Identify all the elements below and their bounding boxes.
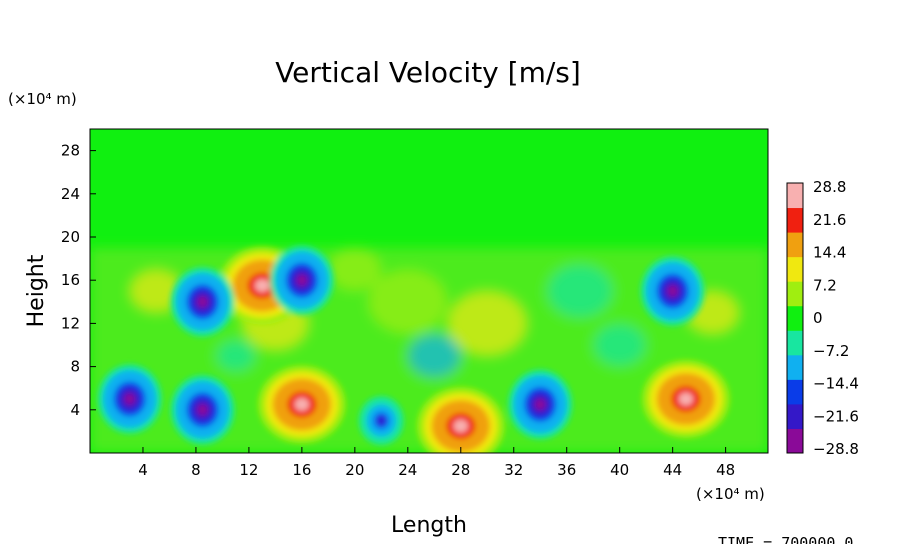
downdraft-cell-5 bbox=[170, 375, 235, 445]
colorbar-label: −7.2 bbox=[813, 342, 849, 360]
updraft-cell-1 bbox=[417, 387, 505, 453]
chart-title: Vertical Velocity [m/s] bbox=[275, 56, 581, 89]
y-tick-label: 16 bbox=[61, 271, 80, 289]
x-tick-label: 24 bbox=[398, 461, 417, 479]
x-tick-label: 4 bbox=[138, 461, 148, 479]
downdraft-cell-8 bbox=[170, 267, 235, 337]
colorbar-swatch bbox=[787, 281, 803, 307]
x-axis-ticks: 4 8 12 16 20 24 28 32 36 40 44 48 bbox=[138, 447, 735, 479]
colorbar-label: −21.6 bbox=[813, 407, 859, 425]
blot-8 bbox=[215, 339, 256, 372]
x-tick-label: 48 bbox=[716, 461, 735, 479]
colorbar-label: 7.2 bbox=[813, 276, 837, 294]
downdraft-cell-10 bbox=[640, 256, 705, 326]
blot-3 bbox=[447, 291, 527, 356]
colorbar-label: 0 bbox=[813, 309, 823, 327]
plot-frame bbox=[89, 128, 769, 454]
downdraft-cell-9 bbox=[270, 245, 334, 315]
y-tick-label: 24 bbox=[61, 185, 80, 203]
x-tick-label: 36 bbox=[557, 461, 576, 479]
downdraft-cell-6 bbox=[508, 369, 573, 439]
blot-4 bbox=[546, 264, 614, 318]
colorbar-swatch bbox=[787, 305, 803, 331]
blot-0 bbox=[129, 269, 183, 313]
y-tick-label: 12 bbox=[61, 314, 80, 332]
x-tick-label: 8 bbox=[191, 461, 201, 479]
colorbar-label: 28.8 bbox=[813, 178, 846, 196]
colorbar-swatch bbox=[787, 256, 803, 282]
x-tick-label: 28 bbox=[451, 461, 470, 479]
colorbar-swatch bbox=[787, 232, 803, 258]
updraft-cell-0 bbox=[258, 365, 346, 444]
time-label: TIME = 700000.0 bbox=[718, 534, 853, 544]
colorbar-swatch bbox=[787, 379, 803, 405]
blot-7 bbox=[593, 323, 647, 367]
downdraft-cell-4 bbox=[97, 364, 162, 434]
updraft-cell-2 bbox=[642, 360, 730, 438]
colorbar-label: −14.4 bbox=[813, 375, 859, 393]
downdraft-cell-7 bbox=[359, 396, 404, 445]
blot-9 bbox=[407, 334, 461, 378]
x-tick-label: 12 bbox=[239, 461, 258, 479]
x-tick-label: 20 bbox=[345, 461, 364, 479]
x-tick-label: 44 bbox=[663, 461, 682, 479]
heatmap-field bbox=[90, 129, 768, 453]
colorbar-swatch bbox=[787, 207, 803, 233]
x-unit-label: (×10⁴ m) bbox=[696, 485, 765, 503]
colorbar-swatch bbox=[787, 428, 803, 454]
x-tick-label: 16 bbox=[292, 461, 311, 479]
y-tick-label: 28 bbox=[61, 142, 80, 160]
colorbar-label: −28.8 bbox=[813, 440, 859, 458]
y-unit-label: (×10⁴ m) bbox=[8, 90, 77, 108]
blot-2 bbox=[368, 269, 448, 335]
colorbar-label: 14.4 bbox=[813, 244, 846, 262]
x-tick-label: 32 bbox=[504, 461, 523, 479]
colorbar-label: 21.6 bbox=[813, 211, 846, 229]
colorbar-swatch bbox=[787, 403, 803, 429]
y-tick-label: 8 bbox=[70, 358, 80, 376]
y-axis-ticks: 4 8 12 16 20 24 28 bbox=[61, 142, 96, 419]
colorbar: 28.8 21.6 14.4 7.2 0 −7.2 −14.4 −21.6 −28.8 bbox=[786, 178, 859, 458]
x-tick-label: 40 bbox=[610, 461, 629, 479]
y-tick-label: 20 bbox=[61, 228, 80, 246]
colorbar-swatch bbox=[787, 330, 803, 356]
colorbar-frame bbox=[786, 182, 804, 454]
colorbar-swatch bbox=[787, 183, 803, 209]
blot-6 bbox=[328, 247, 382, 291]
y-axis-label: Height bbox=[24, 254, 49, 327]
colorbar-swatch bbox=[787, 354, 803, 380]
y-tick-label: 4 bbox=[70, 401, 80, 419]
x-axis-label: Length bbox=[391, 513, 467, 538]
